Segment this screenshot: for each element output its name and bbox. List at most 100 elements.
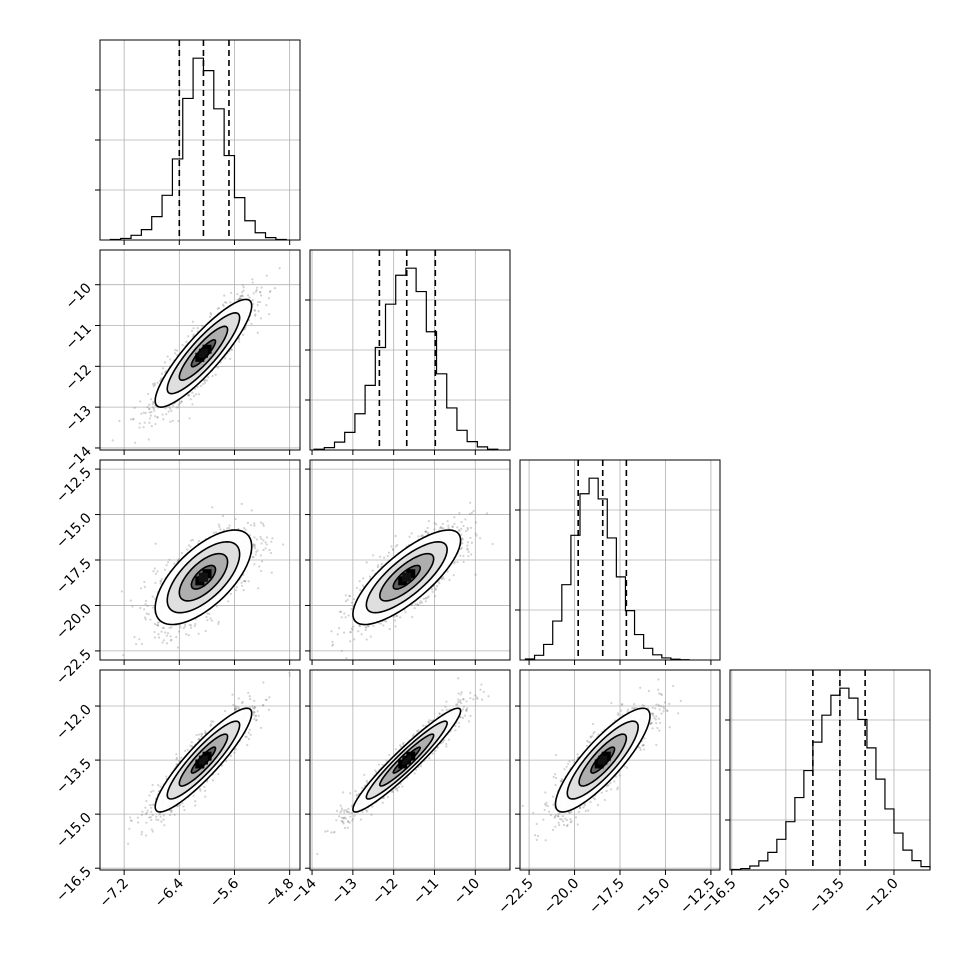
scatter-point [167,561,170,564]
scatter-point [472,509,475,513]
scatter-point [260,286,263,289]
scatter-point [153,383,156,387]
scatter-point [253,706,256,709]
scatter-point [273,287,277,290]
scatter-point [357,630,360,633]
scatter-point [186,548,189,551]
density-peak-cell [198,348,208,358]
scatter-point [229,592,232,595]
y-tick-label-p1-3: −11 [63,321,95,353]
scatter-point [366,624,370,627]
scatter-point [134,441,137,444]
scatter-point [420,601,424,604]
scatter-point [210,720,213,723]
scatter-point [396,543,399,547]
scatter-point [237,527,240,530]
scatter-point [162,639,165,642]
scatter-point [240,581,243,584]
scatter-point [474,521,478,524]
scatter-point [251,278,254,281]
scatter-point [215,605,218,608]
scatter-point [430,588,433,591]
scatter-point [164,407,167,410]
scatter-point [142,426,145,429]
scatter-point [197,539,201,543]
scatter-point [211,779,215,782]
scatter-point [169,407,172,411]
scatter-point [151,406,155,409]
scatter-point [170,809,173,812]
scatter-point [418,601,422,605]
scatter-point [179,626,182,629]
scatter-point [214,373,217,376]
scatter-panel-content [111,267,281,444]
scatter-point [197,733,201,736]
scatter-point [348,595,351,598]
scatter-point [151,830,154,833]
scatter-point [485,512,489,515]
scatter-point [162,418,165,421]
scatter-point [160,630,163,633]
scatter-point [436,584,439,588]
scatter-point [253,309,257,312]
scatter-point [209,313,213,316]
scatter-point [240,294,244,297]
scatter-point [185,633,188,636]
scatter-point [390,545,393,548]
scatter-point [371,569,374,572]
y-tick-label-p1-2: −12 [63,362,95,394]
scatter-point [164,631,167,634]
scatter-point [150,818,153,821]
scatter-point [467,550,470,554]
scatter-point [139,400,142,403]
scatter-point [413,607,416,610]
scatter-point [255,538,259,541]
scatter-point [138,422,141,425]
contour-line-0 [190,564,217,590]
scatter-point [156,416,159,419]
y-tick-label-p1-1: −13 [63,403,95,435]
scatter-point [367,625,370,628]
contour-line-1 [178,325,229,382]
scatter-point [242,289,245,292]
scatter-point [259,294,263,297]
scatter-point [174,348,177,352]
scatter-point [420,534,423,538]
scatter-point [153,622,157,626]
scatter-point [189,624,193,627]
scatter-point [465,529,468,533]
scatter-point [251,556,254,559]
scatter-point [252,302,255,306]
scatter-point [217,622,220,626]
scatter-point [150,806,153,809]
scatter-point [200,732,203,735]
scatter-point [237,298,240,301]
scatter-point [133,406,136,409]
scatter-point [230,348,233,352]
scatter-point [459,554,462,557]
scatter-point [435,523,438,526]
scatter-point [192,327,195,330]
scatter-point [139,606,142,610]
scatter-point [187,544,190,547]
scatter-point [394,545,398,548]
scatter-point [257,300,260,304]
scatter-point [456,561,459,564]
scatter-point [252,292,255,295]
scatter-point [161,367,165,370]
scatter-point [344,594,347,597]
scatter-point [240,291,244,294]
scatter-point [238,297,241,300]
scatter-point [151,403,154,406]
contour-line-0 [190,338,217,368]
scatter-point [394,625,397,628]
scatter-panel-0-2: −22.5−20.0−17.5−15.0−12.5 [53,459,301,688]
scatter-point [122,654,125,657]
scatter-point [194,622,197,626]
y-tick-label-p1-4: −10 [63,280,95,312]
scatter-point [154,542,157,545]
scatter-point [241,295,245,298]
scatter-point [234,708,237,711]
scatter-point [151,783,154,787]
scatter-point [219,528,222,531]
